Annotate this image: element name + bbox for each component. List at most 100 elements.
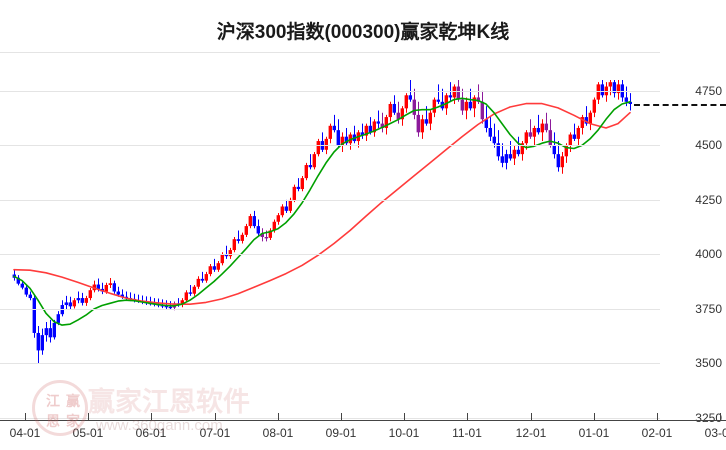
candle-body — [388, 103, 392, 118]
candle-body — [396, 112, 400, 120]
candle-body — [340, 136, 344, 146]
candle-body — [460, 99, 464, 111]
x-axis-tick-label: 07-01 — [199, 426, 231, 440]
candle-body — [228, 250, 232, 257]
candle-body — [532, 127, 536, 137]
candle-body — [244, 226, 248, 235]
candle-body — [488, 127, 492, 137]
candle-body — [528, 132, 532, 137]
candle-body — [72, 300, 76, 307]
candle-body — [256, 226, 260, 234]
candle-body — [268, 230, 272, 238]
candle-body — [500, 156, 504, 163]
candle-body — [436, 99, 440, 102]
candle-body — [312, 154, 316, 168]
candle-body — [112, 283, 116, 292]
candle-body — [372, 121, 376, 133]
candle-body — [384, 117, 388, 128]
candle-body — [16, 277, 20, 284]
candle-body — [216, 263, 220, 270]
candle-body — [612, 82, 616, 94]
candle-body — [308, 165, 312, 168]
x-axis-tick-label: 05-01 — [72, 426, 104, 440]
candle-body — [232, 239, 236, 251]
candle-body — [408, 95, 412, 100]
candle-body — [316, 141, 320, 155]
last-price-dashed-line — [634, 103, 726, 106]
candle-body — [452, 86, 456, 98]
candle-body — [544, 123, 548, 131]
y-axis-tick-label: 3750 — [695, 301, 722, 316]
candle-body — [104, 284, 108, 292]
x-axis-tick — [215, 413, 216, 421]
candle-body — [260, 233, 264, 238]
x-axis-tick — [341, 413, 342, 421]
candle-body — [276, 215, 280, 222]
candle-body — [496, 143, 500, 157]
candle-body — [592, 99, 596, 113]
candle-body — [300, 178, 304, 190]
candle-body — [196, 278, 200, 287]
x-axis-tick — [151, 413, 152, 421]
candle-body — [272, 221, 276, 231]
candle-body — [220, 254, 224, 264]
x-axis-tick-label: 02-01 — [641, 426, 673, 440]
candle-body — [192, 286, 196, 294]
candle-body — [572, 134, 576, 139]
candle-body — [280, 206, 284, 216]
y-axis-tick-label: 4500 — [695, 138, 722, 153]
candle-body — [96, 284, 100, 289]
candle-body — [52, 322, 56, 338]
candle-body — [76, 298, 80, 301]
candle-body — [68, 302, 72, 307]
gridline — [0, 199, 660, 201]
x-axis-tick — [404, 413, 405, 421]
candle-body — [64, 302, 68, 306]
candle-body — [116, 291, 120, 295]
candle-body — [212, 266, 216, 270]
x-axis-tick — [467, 413, 468, 421]
candle-body — [576, 127, 580, 139]
candle-body — [540, 123, 544, 133]
candle-body — [344, 136, 348, 144]
candle-body — [520, 143, 524, 155]
candle-body — [180, 300, 184, 305]
y-axis-tick-label: 4750 — [695, 83, 722, 98]
x-axis-tick — [25, 413, 26, 421]
candle-body — [560, 156, 564, 168]
candle-body — [412, 99, 416, 115]
candle-body — [336, 130, 340, 146]
candle-body — [236, 239, 240, 241]
gridline — [0, 145, 660, 147]
x-axis-tick-label: 03-01 — [704, 426, 726, 440]
candle-body — [240, 234, 244, 241]
candle-body — [108, 283, 112, 285]
candle-body — [292, 186, 296, 200]
x-axis-tick-label: 12-01 — [515, 426, 547, 440]
candle-body — [512, 149, 516, 159]
y-axis-tick-label: 4000 — [695, 247, 722, 262]
candle-body — [376, 121, 380, 124]
candle-body — [328, 125, 332, 139]
candle-body — [284, 206, 288, 211]
candle-body — [324, 138, 328, 150]
candle-body — [600, 84, 604, 96]
x-axis-tick-label: 09-01 — [325, 426, 357, 440]
candle-body — [416, 114, 420, 133]
candle-body — [588, 112, 592, 124]
candle-body — [84, 298, 88, 303]
candle-body — [44, 328, 48, 336]
candle-body — [568, 134, 572, 146]
candle-body — [464, 101, 468, 111]
candle-body — [264, 237, 268, 239]
gridline — [0, 52, 660, 53]
x-axis-tick — [278, 413, 279, 421]
x-axis-tick — [720, 413, 721, 421]
candle-body — [468, 101, 472, 109]
candle-body — [516, 149, 520, 155]
y-axis-tick-label: 4250 — [695, 192, 722, 207]
candle-body — [476, 97, 480, 102]
x-axis-tick-label: 06-01 — [135, 426, 167, 440]
candle-body — [332, 125, 336, 131]
